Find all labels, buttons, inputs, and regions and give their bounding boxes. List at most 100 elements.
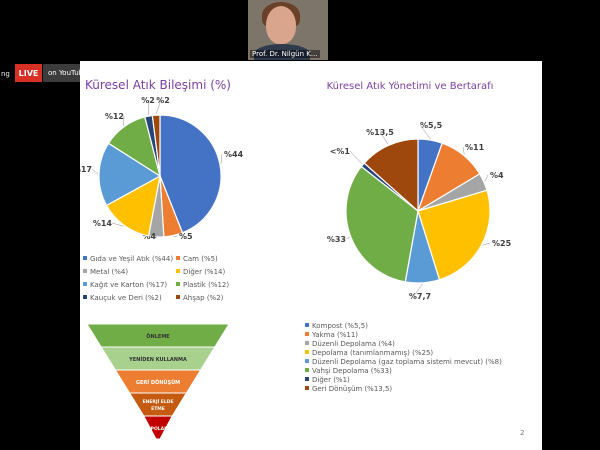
pie1-slice — [159, 114, 222, 234]
pie2-slice — [417, 189, 491, 281]
pyramid-label: ETME — [151, 406, 165, 412]
legend-swatch — [176, 269, 180, 273]
pie1-data-label: %44 — [224, 150, 244, 159]
pie2-data-label: %11 — [465, 143, 485, 152]
legend-swatch — [305, 368, 309, 372]
legend-label: Depolama (tanımlanmamış) (%25) — [312, 349, 434, 357]
pyramid-label: DEPOLAMA — [144, 426, 173, 432]
pie2-data-label: %13,5 — [366, 128, 394, 137]
participant-face — [266, 6, 296, 44]
legend-swatch — [305, 386, 309, 390]
live-badge: LIVE — [15, 64, 42, 82]
pie2-leader-line — [419, 124, 431, 140]
legend-label: Geri Dönüşüm (%13,5) — [312, 385, 393, 393]
pie1-data-label: %14 — [93, 219, 113, 228]
pie1-leader-line — [91, 168, 99, 175]
management-legend-item: Diğer (%1) — [305, 376, 350, 384]
composition-legend-item: Ahşap (%2) — [176, 294, 223, 302]
legend-swatch — [305, 341, 309, 345]
legend-swatch — [305, 332, 309, 336]
management-legend-item: Düzenli Depolama (%4) — [305, 340, 395, 348]
pyramid-label: ÖNLEME — [146, 333, 170, 340]
legend-swatch — [305, 323, 309, 327]
composition-legend-item: Plastik (%12) — [176, 281, 229, 289]
legend-swatch — [176, 295, 180, 299]
legend-label: Metal (%4) — [90, 268, 129, 276]
pie2-data-label: %25 — [492, 239, 512, 248]
pie1-data-label: %5 — [179, 232, 193, 241]
pie2-leader-line — [413, 283, 423, 297]
legend-label: Kağıt ve Karton (%17) — [90, 281, 168, 289]
legend-label: Gıda ve Yeşil Atık (%44) — [90, 255, 174, 263]
legend-label: Diğer (%1) — [312, 376, 350, 384]
pie1-slice — [105, 174, 161, 237]
presentation-slide: Küresel Atık Bileşimi (%) %44 %5 %4 %14 %17 %1… — [80, 61, 542, 450]
slide-graphics: Küresel Atık Bileşimi (%) %44 %5 %4 %14 %17 %1… — [80, 78, 512, 440]
pie2-slice — [345, 165, 419, 283]
management-legend-item: Düzenli Depolama (gaz toplama sistemi me… — [305, 358, 502, 366]
pie1-data-label: %4 — [142, 232, 156, 241]
participant-shoulders — [254, 44, 310, 60]
legend-label: Kompost (%5,5) — [312, 322, 368, 330]
pie2-leader-line — [379, 131, 389, 145]
pie2-leader-line — [462, 146, 465, 155]
management-legend-item: Depolama (tanımlanmamış) (%25) — [305, 349, 433, 357]
pie2-data-label: %7,7 — [409, 292, 431, 301]
pie1-slice — [98, 142, 162, 207]
legend-swatch — [305, 377, 309, 381]
pie2-data-label: %33 — [327, 235, 346, 244]
legend-swatch — [176, 282, 180, 286]
composition-legend-item: Kağıt ve Karton (%17) — [83, 281, 167, 289]
management-legend-item: Yakma (%11) — [305, 331, 358, 339]
management-legend-item: Kompost (%5,5) — [305, 322, 368, 330]
legend-label: Yakma (%11) — [312, 331, 359, 339]
pie2-leader-line — [349, 150, 363, 165]
slide-page-number: 2 — [520, 429, 525, 437]
management-legend-item: Vahşi Depolama (%33) — [305, 367, 392, 375]
management-legend-item: Geri Dönüşüm (%13,5) — [305, 385, 392, 393]
composition-chart-title: Küresel Atık Bileşimi (%) — [85, 78, 231, 92]
legend-label: Plastik (%12) — [183, 281, 230, 289]
legend-swatch — [176, 256, 180, 260]
composition-legend-item: Gıda ve Yeşil Atık (%44) — [83, 255, 173, 263]
pyramid-label: ENERJİ ELDE — [142, 398, 173, 405]
pie2-data-label: %5,5 — [420, 121, 443, 130]
legend-swatch — [83, 256, 87, 260]
pie1-data-label: %17 — [80, 165, 92, 174]
pie1-leader-line — [148, 99, 150, 116]
pie1-leader-line — [220, 153, 223, 165]
composition-legend-item: Diğer (%14) — [176, 268, 225, 276]
participant-name: Prof. Dr. Nilgün K... — [250, 50, 320, 58]
pyramid-label: GERİ DÖNÜŞÜM — [136, 379, 180, 386]
legend-label: Kauçuk ve Deri (%2) — [90, 294, 162, 302]
management-chart-title: Küresel Atık Yönetimi ve Bertarafı — [327, 81, 494, 92]
pie1-leader-line — [155, 99, 162, 115]
legend-label: Diğer (%14) — [183, 268, 226, 276]
pyramid-label: YENİDEN KULLANMA — [128, 356, 187, 363]
legend-label: Ahşap (%2) — [183, 294, 224, 302]
pie2-leader-line — [482, 242, 491, 246]
legend-swatch — [83, 282, 87, 286]
pie2-leader-line — [345, 236, 350, 240]
pie2-data-label: %4 — [490, 171, 504, 180]
pie1-data-label: %2 — [141, 96, 155, 105]
pie1-slice — [151, 114, 161, 177]
legend-label: Vahşi Depolama (%33) — [312, 367, 392, 375]
pie1-leader-line — [111, 222, 124, 227]
legend-label: Düzenli Depolama (%4) — [312, 340, 395, 348]
pie1-data-label: %12 — [105, 112, 124, 121]
pie1-leader-line — [173, 235, 178, 237]
pie2-data-label: <%1 — [330, 147, 351, 156]
legend-swatch — [305, 359, 309, 363]
composition-legend-item: Cam (%5) — [176, 255, 218, 263]
pyramid-level — [142, 415, 174, 440]
truncated-status-text: ng — [1, 70, 10, 78]
participant-video-tile[interactable]: Prof. Dr. Nilgün K... — [248, 0, 328, 60]
legend-label: Düzenli Depolama (gaz toplama sistemi me… — [312, 358, 502, 366]
legend-swatch — [305, 350, 309, 354]
legend-swatch — [83, 295, 87, 299]
pie2-leader-line — [484, 174, 489, 182]
youtube-stream-label: on YouTube — [48, 69, 88, 77]
composition-legend-item: Metal (%4) — [83, 268, 128, 276]
legend-swatch — [83, 269, 87, 273]
